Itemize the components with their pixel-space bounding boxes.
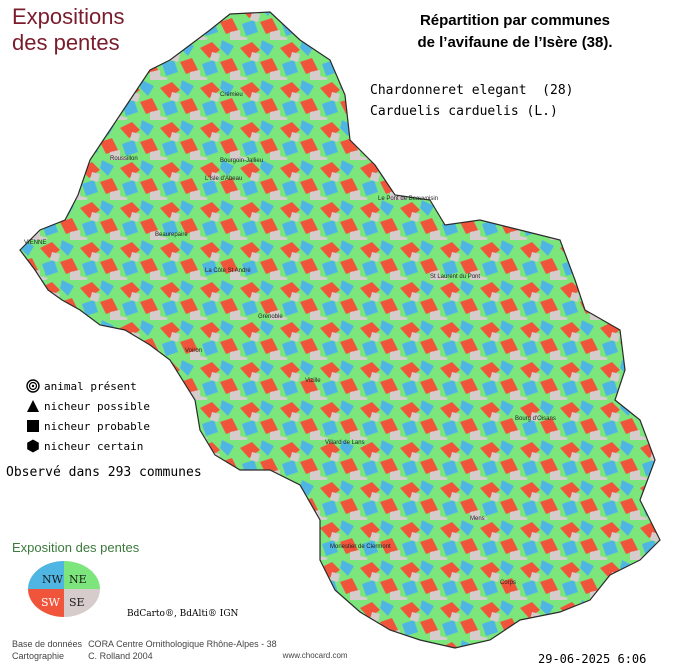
legend-item-possible: nicheur possible [22, 396, 150, 416]
credits-row: Cartographie C. Rolland 2004 www.chocard… [12, 650, 354, 662]
place-label: Grenoble [258, 314, 283, 320]
legend: animal présent nicheur possible nicheur … [22, 376, 150, 456]
place-label: St Laurent du Pont [430, 274, 480, 280]
place-label: Bourg d'Oisans [515, 416, 556, 422]
legend-label: nicheur possible [44, 399, 150, 413]
legend-item-probable: nicheur probable [22, 416, 150, 436]
credits-value: C. Rolland 2004 [88, 651, 153, 661]
legend-label: nicheur certain [44, 439, 144, 453]
exposure-nw-label: NW [42, 573, 64, 586]
page-title: Expositions des pentes [12, 4, 125, 56]
map-title-line-1: Répartition par communes [419, 12, 611, 29]
title-line-1: Expositions [12, 4, 125, 29]
species-block: Chardonneret elegant (28) Carduelis card… [370, 80, 574, 122]
square-icon [22, 418, 44, 434]
place-label: Crémieu [220, 92, 243, 98]
legend-label: nicheur probable [44, 419, 150, 433]
exposure-se-quadrant [64, 589, 100, 617]
credits-label: Cartographie [12, 651, 65, 661]
credits-value: CORA Centre Ornithologique Rhône-Alpes -… [88, 639, 277, 649]
ign-copyright: BdCarto®, BdAlti® IGN [127, 609, 239, 619]
place-label: Beaurepaire [155, 232, 188, 238]
map-title: Répartition par communes de l’avifaune d… [395, 10, 635, 54]
legend-item-certain: nicheur certain [22, 436, 150, 456]
triangle-icon [22, 398, 44, 414]
credits-website: www.chocard.com [282, 651, 348, 660]
credits-row: Base de données CORA Centre Ornithologiq… [12, 638, 354, 650]
exposure-se-label: SE [69, 596, 85, 609]
place-label: Mens [470, 516, 485, 522]
credits-label: Base de données [12, 639, 83, 649]
place-label: Le Pont de Beauvoisin [378, 196, 438, 202]
species-latin-name: Carduelis carduelis (L.) [370, 104, 558, 119]
place-label: Roussillon [110, 156, 138, 162]
place-label: L'Isle d'Abeau [205, 176, 242, 182]
place-label: La Côte St André [205, 268, 251, 274]
legend-item-present: animal présent [22, 376, 150, 396]
hexagon-icon [22, 438, 44, 454]
credits-table: Base de données CORA Centre Ornithologiq… [12, 638, 354, 662]
observed-count: Observé dans 293 communes [6, 465, 202, 480]
exposure-compass: NW NE SW SE [28, 561, 100, 617]
place-label: Voiron [185, 348, 202, 354]
generation-date: 29-06-2025 6:06 [538, 652, 647, 666]
title-line-2: des pentes [12, 30, 120, 55]
map-title-line-2: de l’avifaune de l’Isère (38). [417, 34, 613, 51]
exposure-ne-quadrant [64, 561, 100, 589]
exposure-sw-label: SW [41, 596, 61, 609]
department-outline [19, 11, 661, 649]
place-label: VIENNE [24, 240, 46, 246]
species-common-name: Chardonneret elegant (28) [370, 83, 574, 98]
exposure-sw-quadrant [28, 589, 64, 617]
exposure-nw-quadrant [28, 561, 64, 589]
place-label: Corps [500, 580, 516, 586]
target-icon [22, 378, 44, 394]
place-label: Bourgoin-Jallieu [220, 158, 263, 164]
exposure-ne-label: NE [69, 573, 87, 586]
place-label: Vizille [305, 378, 321, 384]
place-label: Monestier de Clermont [330, 544, 391, 550]
exposure-title: Exposition des pentes [12, 540, 140, 555]
place-label: Villard de Lans [325, 440, 365, 446]
legend-label: animal présent [44, 379, 137, 393]
